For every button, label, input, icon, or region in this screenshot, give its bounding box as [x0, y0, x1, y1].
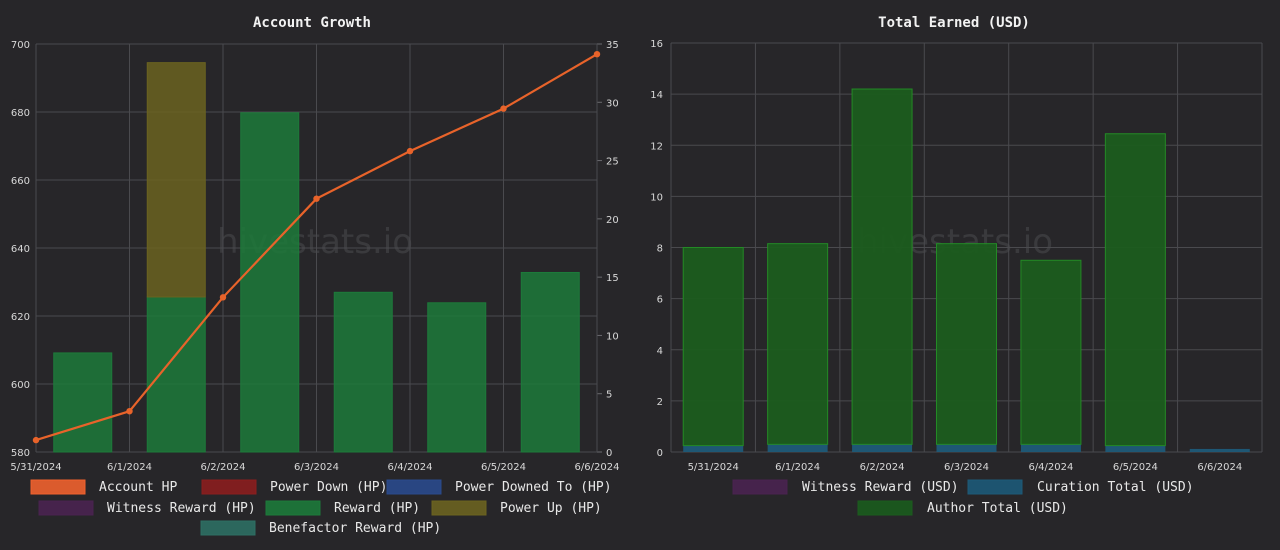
y-tick-label: 0: [657, 448, 663, 459]
y-tick-label: 6: [657, 295, 663, 306]
total-earned-chart: Total Earned (USD) hivestats.io 02468101…: [650, 15, 1263, 516]
legend-swatch-power-down-hp: [201, 479, 257, 495]
legend-label: Witness Reward (HP): [107, 501, 256, 516]
y-tick-label: 16: [650, 39, 663, 50]
y2-tick-label: 15: [606, 273, 619, 284]
bar-author-total-usd: [851, 88, 913, 445]
y-tick-label: 580: [11, 448, 30, 459]
account-growth-chart: Account Growth hivestats.io 580600620640…: [10, 15, 619, 536]
point-account-hp: [406, 147, 414, 155]
bar-reward-hp: [240, 112, 300, 453]
point-account-hp: [313, 195, 320, 202]
legend-swatch-power-downed-to-hp: [386, 479, 442, 495]
legend-swatch-witness-reward-usd: [732, 479, 788, 495]
point-account-hp: [32, 436, 40, 444]
x-tick-label: 6/2/2024: [860, 462, 905, 473]
bar-curation-total-usd: [1105, 445, 1166, 452]
y-tick-label: 8: [657, 244, 663, 255]
y2-tick-label: 25: [606, 157, 619, 168]
legend-label: Power Down (HP): [270, 480, 387, 495]
legend-swatch-benefactor-reward-hp: [200, 520, 256, 536]
bar-curation-total-usd: [683, 445, 744, 452]
point-account-hp: [593, 51, 601, 58]
y2-tick-label: 35: [606, 40, 619, 51]
legend-swatch-author-total-usd: [857, 500, 913, 516]
x-tick-label: 6/3/2024: [944, 462, 989, 473]
legend-label: Author Total (USD): [927, 501, 1068, 516]
y-tick-label: 660: [11, 176, 30, 187]
legend-label: Witness Reward (USD): [802, 480, 959, 495]
bar-curation-total-usd: [1020, 444, 1081, 452]
bar-author-total-usd: [1020, 259, 1082, 445]
bar-author-total-usd: [936, 243, 997, 445]
bar-reward-hp: [53, 352, 113, 453]
y-tick-label: 600: [11, 380, 30, 391]
bars: [53, 62, 580, 453]
y-tick-label: 620: [11, 312, 30, 323]
y-tick-label: 14: [650, 90, 663, 101]
y-tick-label: 2: [657, 397, 663, 408]
legend-swatch-reward-hp: [265, 500, 321, 516]
y2-tick-label: 20: [606, 215, 619, 226]
bar-curation-total-usd: [1189, 448, 1250, 452]
bar-author-total-usd: [767, 243, 829, 445]
x-tick-label: 6/3/2024: [294, 462, 339, 473]
bar-curation-total-usd: [767, 444, 828, 452]
bar-curation-total-usd: [936, 444, 997, 452]
legend-label: Reward (HP): [334, 501, 420, 516]
x-tick-label: 6/1/2024: [775, 462, 820, 473]
bar-curation-total-usd: [852, 444, 913, 452]
legend-label: Curation Total (USD): [1037, 480, 1194, 495]
legend-label: Account HP: [99, 480, 177, 495]
bar-author-total-usd: [1104, 133, 1166, 447]
y2-tick-label: 10: [606, 331, 619, 342]
y-tick-label: 680: [11, 108, 30, 119]
legend-label: Benefactor Reward (HP): [269, 521, 441, 536]
y2-tick-label: 0: [606, 448, 612, 459]
y2-tick-label: 30: [606, 98, 619, 109]
point-account-hp: [500, 105, 507, 112]
x-tick-label: 6/1/2024: [107, 462, 152, 473]
axis-labels: 580 600 620 640 660 680 700 0 5 10 15 20 25 30 35 5/31/…: [10, 40, 619, 473]
chart-title: Account Growth: [253, 15, 371, 31]
legend-swatch-power-up-hp: [431, 500, 487, 516]
point-account-hp: [219, 294, 227, 301]
bars: [682, 88, 1250, 452]
legend-swatch-curation-total-usd: [967, 479, 1023, 495]
bar-power-up-hp: [146, 62, 206, 298]
y-tick-label: 10: [650, 192, 663, 203]
bar-reward-hp: [520, 271, 580, 453]
legend: Account HP Power Down (HP) Power Downed To…: [30, 479, 612, 536]
x-tick-label: 5/31/2024: [10, 462, 61, 473]
x-tick-label: 6/5/2024: [481, 462, 526, 473]
chart-title: Total Earned (USD): [878, 15, 1030, 31]
legend-swatch-account-hp: [30, 479, 86, 495]
x-tick-label: 6/5/2024: [1113, 462, 1158, 473]
x-tick-label: 5/31/2024: [688, 462, 739, 473]
bar-reward-hp: [427, 302, 487, 453]
y2-tick-label: 5: [606, 390, 612, 401]
account-hp-line: [32, 51, 601, 444]
x-tick-label: 6/4/2024: [1028, 462, 1073, 473]
y-tick-label: 700: [11, 40, 30, 51]
legend-swatch-witness-reward-hp: [38, 500, 94, 516]
x-tick-label: 6/6/2024: [1197, 462, 1242, 473]
bar-reward-hp: [146, 296, 206, 453]
x-tick-label: 6/2/2024: [201, 462, 246, 473]
bar-reward-hp: [333, 291, 393, 453]
x-tick-label: 6/6/2024: [575, 462, 620, 473]
legend: Witness Reward (USD) Curation Total (USD)…: [732, 479, 1194, 516]
y-tick-label: 12: [650, 141, 663, 152]
y-tick-label: 4: [657, 346, 663, 357]
grid: [35, 43, 602, 453]
legend-label: Power Downed To (HP): [455, 480, 612, 495]
x-tick-label: 6/4/2024: [388, 462, 433, 473]
legend-label: Power Up (HP): [500, 501, 602, 516]
point-account-hp: [126, 408, 133, 415]
y-tick-label: 640: [11, 244, 30, 255]
axis-labels: 0 2 4 6 8 10 12 14 16 5/31/2024 6/1/2024 6/2/2024 6/…: [650, 39, 1242, 473]
bar-author-total-usd: [682, 247, 744, 447]
